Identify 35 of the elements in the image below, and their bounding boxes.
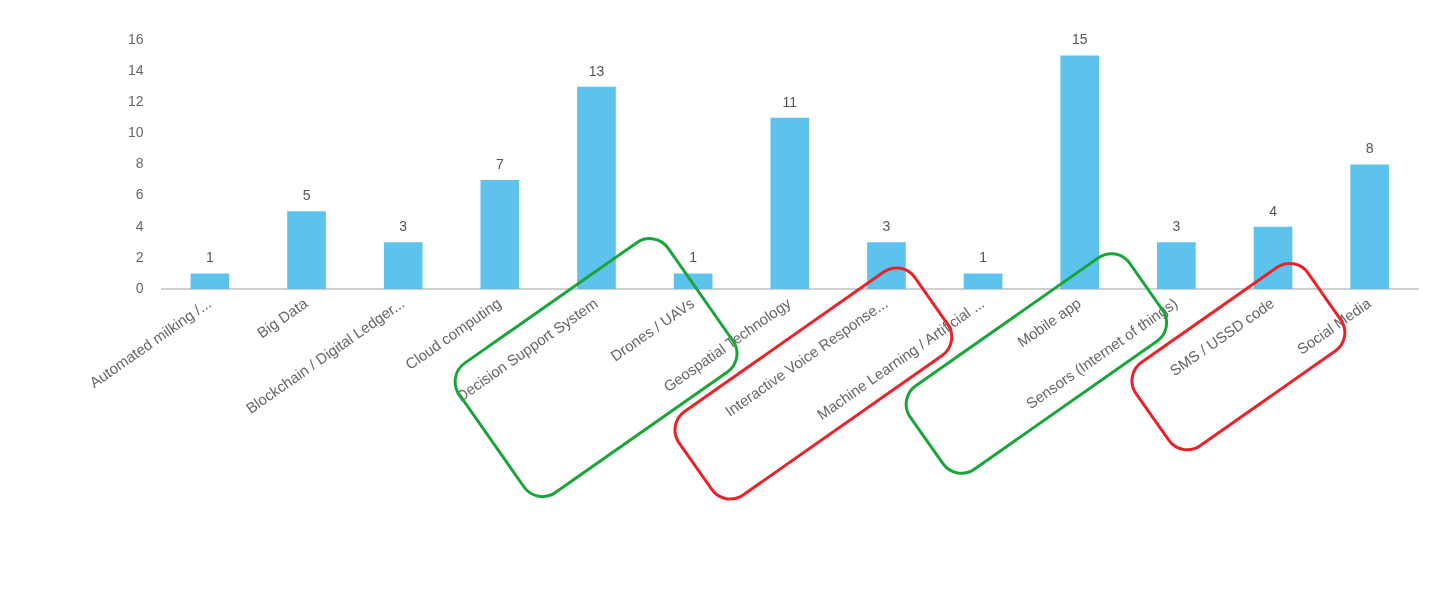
y-tick-label: 6 [135,186,144,203]
x-tick-label: Big Data [253,293,312,342]
data-label: 15 [1071,31,1088,48]
data-label: 1 [979,249,988,266]
data-label: 7 [495,155,504,172]
y-tick-label: 0 [135,279,144,296]
y-tick-label: 2 [135,248,144,265]
y-tick-label: 16 [127,30,144,47]
data-label: 1 [206,249,214,266]
data-label: 4 [1269,202,1278,219]
bar [1350,164,1390,290]
bar [383,242,423,290]
data-label: 3 [399,218,408,235]
bar [963,273,1003,290]
data-label: 8 [1365,140,1374,157]
bar [770,117,810,290]
data-label: 5 [302,187,311,204]
data-label: 3 [1172,218,1181,235]
data-label: 1 [689,249,698,266]
y-tick-label: 12 [127,93,144,110]
bar [480,180,520,290]
data-label: 13 [588,62,605,79]
y-tick-label: 4 [135,217,144,234]
y-tick-label: 10 [127,124,144,141]
bar [1060,55,1100,290]
data-label: 11 [782,93,798,110]
y-tick-label: 14 [127,61,144,78]
y-tick-label: 8 [135,155,144,172]
bar [1253,226,1293,290]
bar [577,86,616,290]
data-label: 3 [882,218,891,235]
bar [287,211,326,290]
bar [1157,242,1196,290]
bar [190,273,230,290]
bar [867,242,906,290]
